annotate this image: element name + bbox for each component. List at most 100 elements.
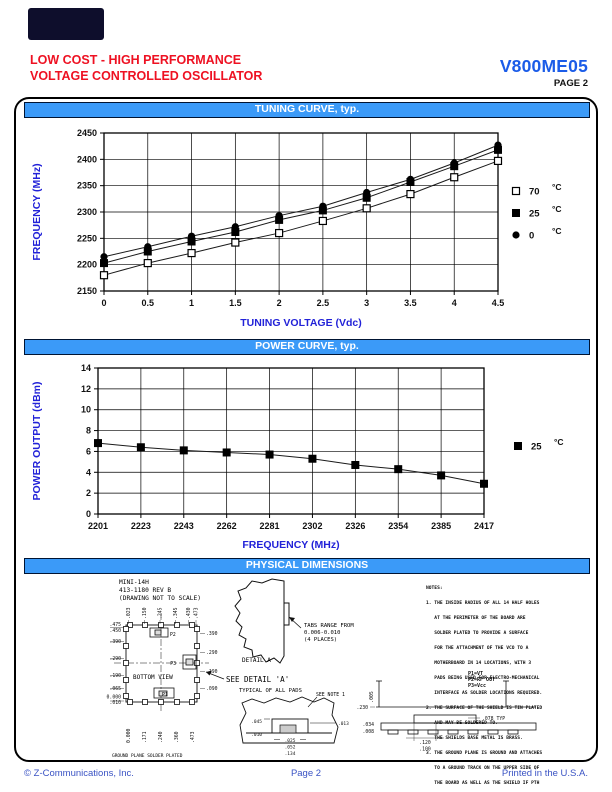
filled-square-marker — [179, 446, 188, 455]
tabs-arrowhead — [289, 617, 295, 622]
legend-value: 25 — [531, 442, 542, 453]
pad-dimension-labels: .045 .010 .013 .025 .052 .134 — [251, 719, 349, 757]
power-curve-svg: 0 2 4 6 8 10 12 14 2201 2223 2243 2262 2281 2302 2326 2… — [31, 363, 564, 551]
note-line: THE BOARD AS WELL AS THE SHIELD IF PTH — [426, 781, 540, 786]
perimeter-pads — [123, 622, 200, 705]
see-detail-arrowhead — [206, 670, 212, 676]
bottom-dimension-labels: 0.000 .171 .240 .360 .473 — [126, 728, 196, 743]
x-tick-label: 2223 — [131, 521, 151, 531]
note-line: MOTHERBOARD IN 14 LOCATIONS, WITH 3 — [426, 661, 532, 666]
left-dimension-labels: .475 .450 .390 .290 .190 .065 0.000 .010 — [107, 622, 122, 706]
svg-text:.010: .010 — [109, 700, 121, 706]
tagline: LOW COST - HIGH PERFORMANCE VOLTAGE CONT… — [30, 53, 262, 84]
filled-square-marker — [222, 448, 231, 457]
section-title-tuning: TUNING CURVE, typ. — [254, 103, 360, 115]
x-tick-label: 2 — [277, 298, 282, 308]
section-header-tuning: TUNING CURVE, typ. — [24, 102, 590, 118]
note-line: AT THE PERIMETER OF THE BOARD ARE — [426, 616, 526, 621]
note-line: AND MAY BE SOLDERED TO. — [426, 721, 498, 726]
pad-inner — [279, 724, 297, 734]
svg-text:.134: .134 — [285, 751, 296, 757]
pin-legend-line: P2=RF OUT — [468, 677, 496, 683]
x-tick-label: 2354 — [388, 521, 408, 531]
x-tick-label: 2326 — [345, 521, 365, 531]
x-tick-label: 2262 — [217, 521, 237, 531]
ground-plane-label: GROUND PLANE SOLDER PLATED — [112, 753, 183, 759]
svg-text:.430: .430 — [186, 607, 192, 619]
svg-text:.290: .290 — [206, 650, 218, 656]
power-curve-chart: 0 2 4 6 8 10 12 14 2201 2223 2243 2262 2281 2302 2326 2… — [24, 356, 590, 556]
note-line: 3. THE GROUND PLANE IS GROUND AND ATTACH… — [426, 751, 543, 756]
x-tick-label: 4 — [452, 298, 457, 308]
plot-frame — [97, 367, 485, 515]
x-tick-label: 3.5 — [404, 298, 417, 308]
y-tick-label: 4 — [86, 467, 91, 477]
svg-text:.475: .475 — [109, 622, 121, 628]
x-tick-label: 2281 — [260, 521, 280, 531]
filled-square-marker — [437, 471, 446, 480]
open-square-marker — [143, 258, 152, 268]
y-tick-label: 2450 — [77, 128, 97, 138]
physical-dimensions-panel: MINI-14H 413-1180 REV B (DRAWING NOT TO … — [16, 575, 582, 786]
x-axis-label: FREQUENCY (MHz) — [242, 539, 339, 551]
open-square-marker — [406, 189, 415, 199]
svg-text:.240: .240 — [158, 731, 164, 743]
svg-text:.245: .245 — [158, 607, 164, 619]
filled-circle-marker — [144, 243, 152, 251]
svg-text:.230: .230 — [356, 705, 368, 711]
tabs-note-line2: 0.006-0.010 — [304, 630, 340, 636]
legend-unit: °C — [552, 182, 562, 192]
tagline-line1: LOW COST - HIGH PERFORMANCE — [30, 53, 242, 67]
y-axis-label: FREQUENCY (MHz) — [31, 163, 43, 260]
pin-p1-label: P1 — [162, 692, 168, 698]
y-tick-label: 0 — [86, 509, 91, 519]
side-dimension-labels: .005 .230 .034 .008 .078 TYP .120 .100 — [356, 691, 505, 752]
x-tick-label: 1.5 — [229, 298, 242, 308]
see-note-label: SEE NOTE 1 — [316, 692, 345, 698]
y-tick-label: 12 — [81, 384, 91, 394]
side-view — [370, 680, 537, 741]
right-dim-leaders — [200, 633, 205, 689]
filled-square-marker — [512, 209, 520, 217]
tagline-line2: VOLTAGE CONTROLLED OSCILLATOR — [30, 68, 263, 83]
open-square-marker — [275, 228, 284, 238]
note-line: FOR THE ATTACHMENT OF THE VCO TO A — [426, 646, 529, 651]
part-block: V800ME05 PAGE 2 — [500, 56, 588, 89]
page-footer: © Z-Communications, Inc. Page 2 Printed … — [0, 768, 612, 782]
note-line: PADS BEING USED FOR ELECTRO-MECHANICAL — [426, 676, 540, 681]
pad-detail-title: TYPICAL OF ALL PADS — [239, 688, 302, 694]
filled-square-marker — [394, 465, 403, 474]
x-tick-label: 1 — [189, 298, 194, 308]
x-tick-label: 2243 — [174, 521, 194, 531]
part-number: V800ME05 — [499, 56, 588, 76]
svg-text:.120: .120 — [419, 740, 431, 746]
pin-legend: P1=VT P2=RF OUT P3=Vcc — [468, 671, 495, 689]
svg-text:.052: .052 — [285, 745, 296, 751]
svg-text:.034: .034 — [362, 722, 374, 728]
y-tick-label: 6 — [86, 446, 91, 456]
filled-circle-marker — [319, 202, 327, 210]
legend-value: 25 — [529, 209, 540, 220]
pin-boxes — [149, 627, 197, 699]
drawing-id-line2: 413-1180 REV B — [119, 587, 171, 594]
left-dim-leaders — [110, 627, 124, 702]
note-line: THE SHIELDS BASE METAL IS BRASS. — [426, 736, 523, 741]
svg-text:.345: .345 — [173, 607, 179, 619]
svg-text:.473: .473 — [194, 607, 200, 619]
bottom-view-label: BOTTOM VIEW — [133, 674, 173, 681]
svg-text:.171: .171 — [142, 731, 148, 743]
y-tick-label: 2350 — [77, 181, 97, 191]
filled-square-marker — [136, 443, 145, 452]
pad-dim-lines — [264, 718, 336, 740]
detail-a-tab — [283, 602, 290, 626]
note-line: 2. THE SURFACE OF THE SHIELD IS TIN PLAT… — [426, 706, 543, 711]
open-square-marker — [318, 216, 327, 226]
x-tick-label: 0.5 — [142, 298, 155, 308]
legend-unit: °C — [552, 204, 562, 214]
section-title-power: POWER CURVE, typ. — [255, 340, 359, 352]
page-label: PAGE 2 — [553, 78, 588, 89]
mechanical-drawing: MINI-14H 413-1180 REV B (DRAWING NOT TO … — [107, 578, 537, 759]
pad-detail-blob — [239, 696, 339, 744]
svg-text:.450: .450 — [109, 628, 121, 634]
filled-square-marker — [480, 479, 488, 488]
